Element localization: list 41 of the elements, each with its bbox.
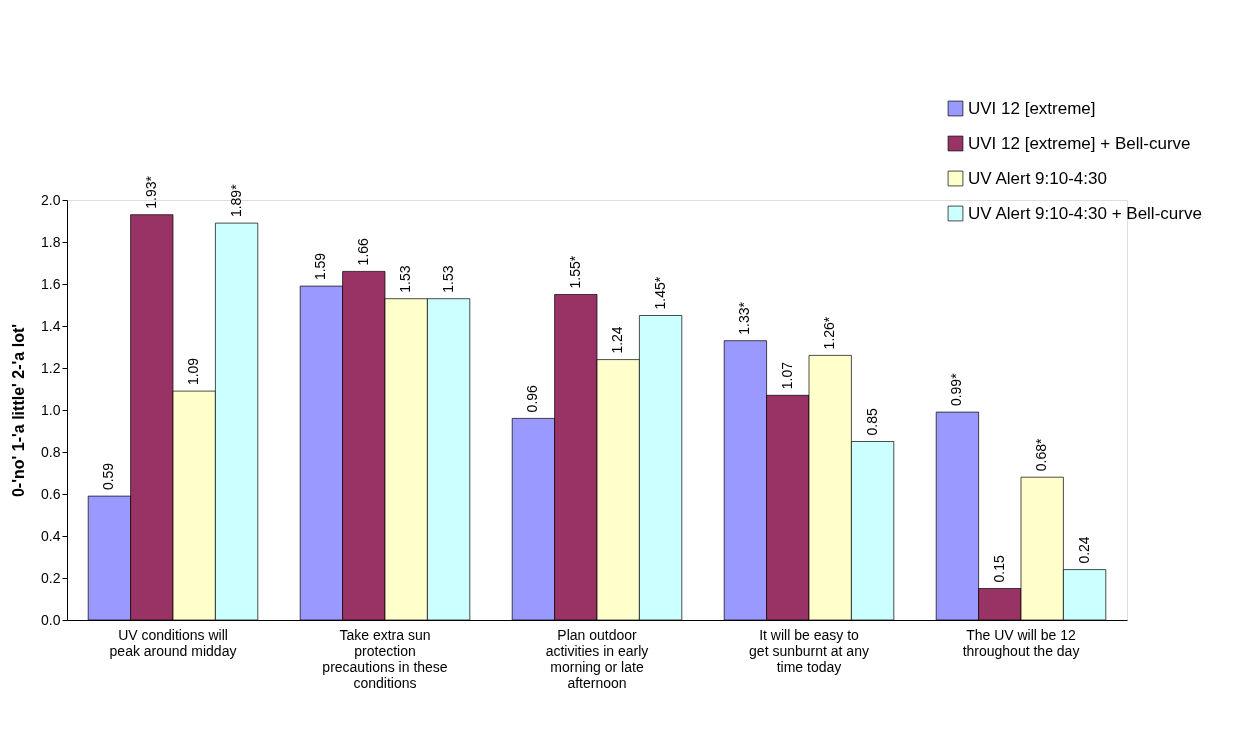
data-label: 1.93* — [142, 175, 159, 209]
data-label: 0.96 — [524, 384, 541, 413]
legend-label: UV Alert 9:10-4:30 + Bell-curve — [968, 203, 1202, 223]
data-label: 0.68* — [1033, 437, 1050, 472]
data-label: 0.24 — [1075, 536, 1092, 564]
y-tick-label: 0.2 — [41, 569, 61, 586]
data-label: 0.99* — [948, 372, 965, 407]
data-label: 1.53 — [439, 265, 456, 293]
y-tick-label: 0.8 — [41, 443, 61, 460]
data-label: 1.09 — [185, 357, 202, 386]
y-axis-title: 0-'no' 1-'a little' 2-'a lot' — [10, 323, 28, 498]
legend-label: UVI 12 [extreme] — [968, 98, 1096, 118]
y-tick-label: 0.4 — [41, 527, 61, 544]
x-tick-label: It will be easy to get sunburnt at any time today — [749, 626, 869, 675]
data-label: 0.59 — [100, 462, 117, 491]
y-tick-label: 0.0 — [41, 611, 61, 628]
data-label: 1.45* — [651, 276, 668, 310]
data-label: 1.59 — [312, 252, 329, 281]
data-label: 1.33* — [736, 301, 753, 335]
data-label: 1.24 — [609, 326, 626, 354]
y-tick-label: 0.6 — [41, 485, 61, 502]
y-tick-label: 1.4 — [41, 317, 61, 334]
y-tick-label: 1.0 — [41, 401, 61, 418]
data-label: 1.89* — [227, 183, 244, 218]
x-tick-label: Plan outdoor activities in early morning or late afternoon — [545, 626, 649, 691]
y-tick-label: 1.6 — [41, 275, 61, 292]
data-label: 0.15 — [990, 555, 1007, 583]
y-tick-label: 1.8 — [41, 233, 61, 250]
data-label: 1.53 — [397, 265, 414, 293]
y-tick-label: 1.2 — [41, 359, 61, 376]
x-tick-label: Take extra sun protection precautions in these conditions — [322, 626, 448, 691]
data-label: 1.66 — [354, 237, 371, 266]
legend-label: UV Alert 9:10-4:30 — [968, 168, 1107, 188]
x-tick-label: UV conditions will peak around midday — [109, 626, 237, 659]
x-tick-label: The UV will be 12 throughout the day — [962, 626, 1080, 659]
y-tick-label: 2.0 — [41, 191, 61, 208]
data-label: 1.07 — [778, 361, 795, 390]
legend-label: UVI 12 [extreme] + Bell-curve — [968, 133, 1191, 153]
data-label: 0.85 — [863, 408, 880, 436]
data-label: 1.55* — [566, 255, 583, 289]
data-label: 1.26* — [821, 316, 838, 350]
